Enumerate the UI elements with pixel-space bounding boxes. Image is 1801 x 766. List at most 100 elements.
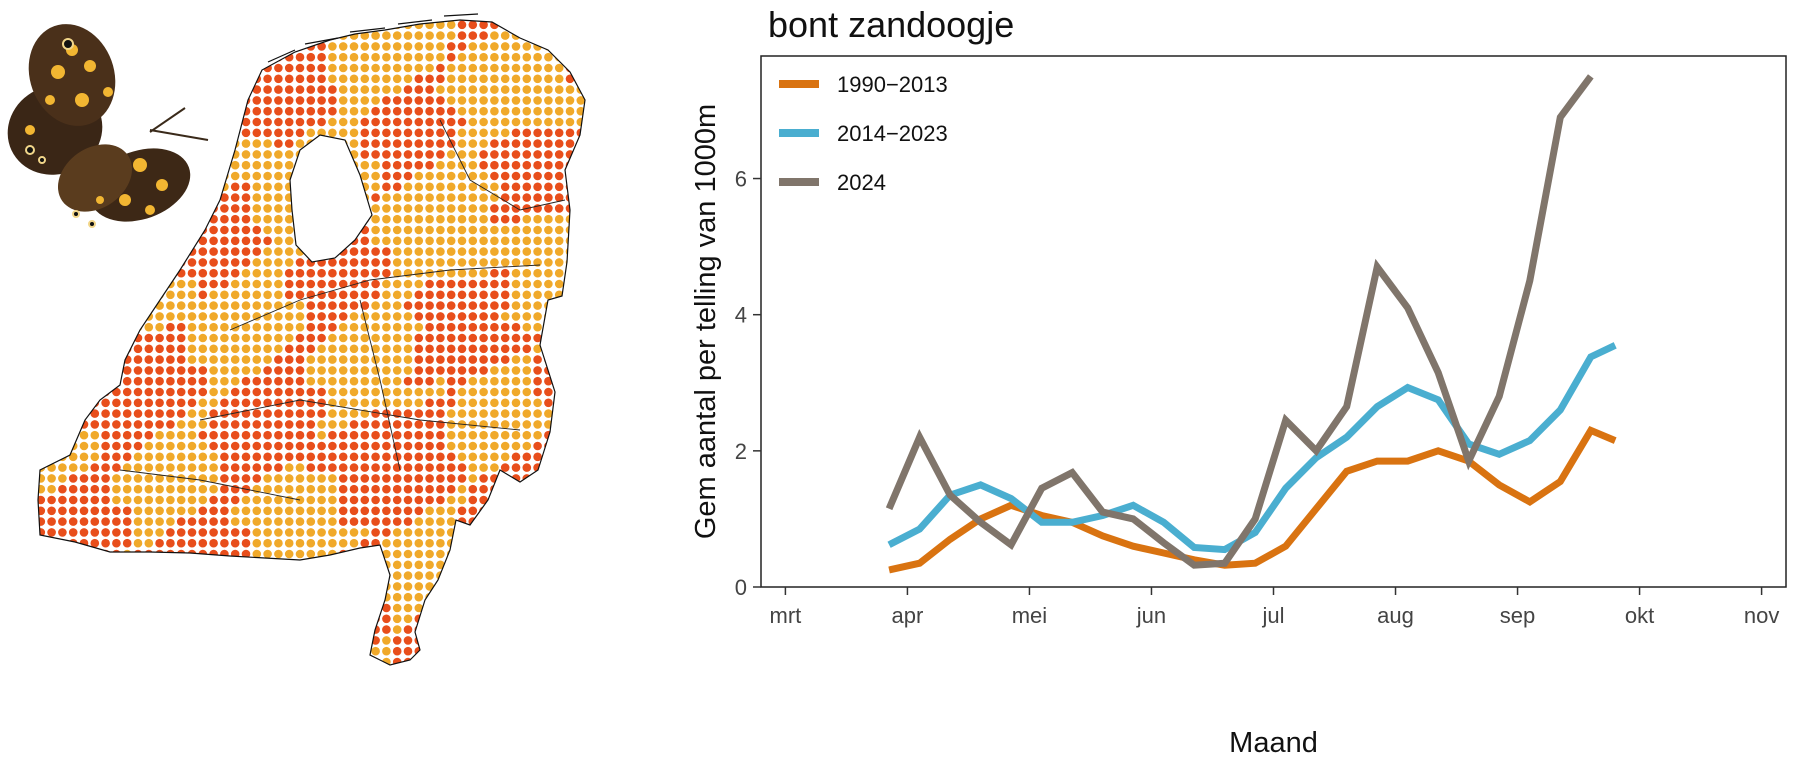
map-dot <box>360 247 370 256</box>
map-dot <box>371 268 380 278</box>
map-dot <box>284 85 294 94</box>
map-dot <box>38 376 46 386</box>
map-dot <box>317 52 326 62</box>
map-dot <box>306 582 316 591</box>
map-dot <box>231 10 240 19</box>
map-dot <box>446 31 456 40</box>
map-dot <box>446 225 456 235</box>
map-dot <box>47 376 56 386</box>
map-dot <box>284 484 294 494</box>
map-dot <box>338 430 348 440</box>
map-dot <box>479 63 488 73</box>
map-dot <box>252 31 262 40</box>
map-dot <box>350 10 359 19</box>
map-dot <box>468 225 478 235</box>
map-dot <box>522 409 532 418</box>
map-dot <box>403 279 413 289</box>
map-dot <box>38 312 46 321</box>
map-dot <box>371 279 380 289</box>
map-dot <box>479 258 488 267</box>
map-dot <box>122 528 132 537</box>
map-dot <box>500 214 510 224</box>
map-dot <box>198 376 208 386</box>
map-dot <box>446 517 456 526</box>
map-dot <box>360 549 370 559</box>
map-dot <box>522 214 532 224</box>
map-dot <box>90 549 100 559</box>
map-dot <box>328 474 337 483</box>
map-dot <box>198 592 208 602</box>
map-dot <box>144 117 154 127</box>
map-dot <box>360 528 370 537</box>
map-dot <box>241 279 251 289</box>
map-dot <box>144 139 154 148</box>
map-dot <box>68 376 78 386</box>
map-dot <box>328 636 337 645</box>
map-dot <box>230 603 240 613</box>
map-dot <box>241 150 251 159</box>
map-dot <box>479 355 488 364</box>
map-dot <box>382 322 391 332</box>
map-dot <box>122 366 132 375</box>
map-dot <box>436 268 445 278</box>
map-dot <box>533 160 542 170</box>
map-dot <box>414 441 424 451</box>
map-dot <box>544 139 553 148</box>
map-dot <box>403 614 413 624</box>
map-dot <box>112 279 121 289</box>
map-dot <box>209 452 218 462</box>
map-dot <box>241 603 251 613</box>
map-dot <box>155 506 164 516</box>
map-dot <box>533 74 542 84</box>
map-dot <box>26 280 35 289</box>
map-dot <box>414 150 424 159</box>
map-dot <box>155 214 164 224</box>
map-dot <box>544 495 553 505</box>
map-dot <box>544 538 553 548</box>
map-dot <box>122 582 132 591</box>
map-dot <box>554 52 564 62</box>
map-dot <box>414 322 424 332</box>
map-dot <box>511 247 521 256</box>
map-dot <box>122 128 132 138</box>
map-dot <box>47 582 56 591</box>
map-dot <box>392 193 402 202</box>
map-dot <box>101 290 110 300</box>
map-dot <box>457 646 467 656</box>
map-dot <box>338 538 348 548</box>
map-dot <box>360 474 370 483</box>
map-dot <box>230 52 240 62</box>
y-tick-label: 4 <box>735 303 747 328</box>
map-dot <box>133 646 143 656</box>
map-dot <box>392 63 402 73</box>
map-dot <box>403 236 413 246</box>
map-dot <box>79 279 89 289</box>
map-dot <box>371 85 380 94</box>
map-dot <box>338 366 348 375</box>
map-dot <box>392 160 402 170</box>
map-dot <box>425 10 434 19</box>
map-dot <box>511 171 521 181</box>
map-dot <box>241 625 251 634</box>
map-dot <box>187 430 197 440</box>
map-dot <box>479 409 488 418</box>
map-dot <box>338 614 348 624</box>
map-dot <box>284 452 294 462</box>
map-dot <box>306 85 316 94</box>
map-dot <box>252 117 262 127</box>
map-dot <box>284 42 294 51</box>
map-dot <box>263 312 272 321</box>
map-dot <box>198 268 208 278</box>
map-dot <box>317 409 326 418</box>
map-dot <box>166 214 175 224</box>
map-dot <box>144 31 154 40</box>
map-dot <box>544 592 553 602</box>
map-dot <box>382 344 391 354</box>
map-dot <box>382 603 391 613</box>
map-dot <box>382 376 391 386</box>
map-dot <box>295 420 305 429</box>
map-dot <box>90 279 100 289</box>
map-dot <box>544 96 553 105</box>
map-dot <box>500 376 510 386</box>
map-dot <box>349 258 359 267</box>
